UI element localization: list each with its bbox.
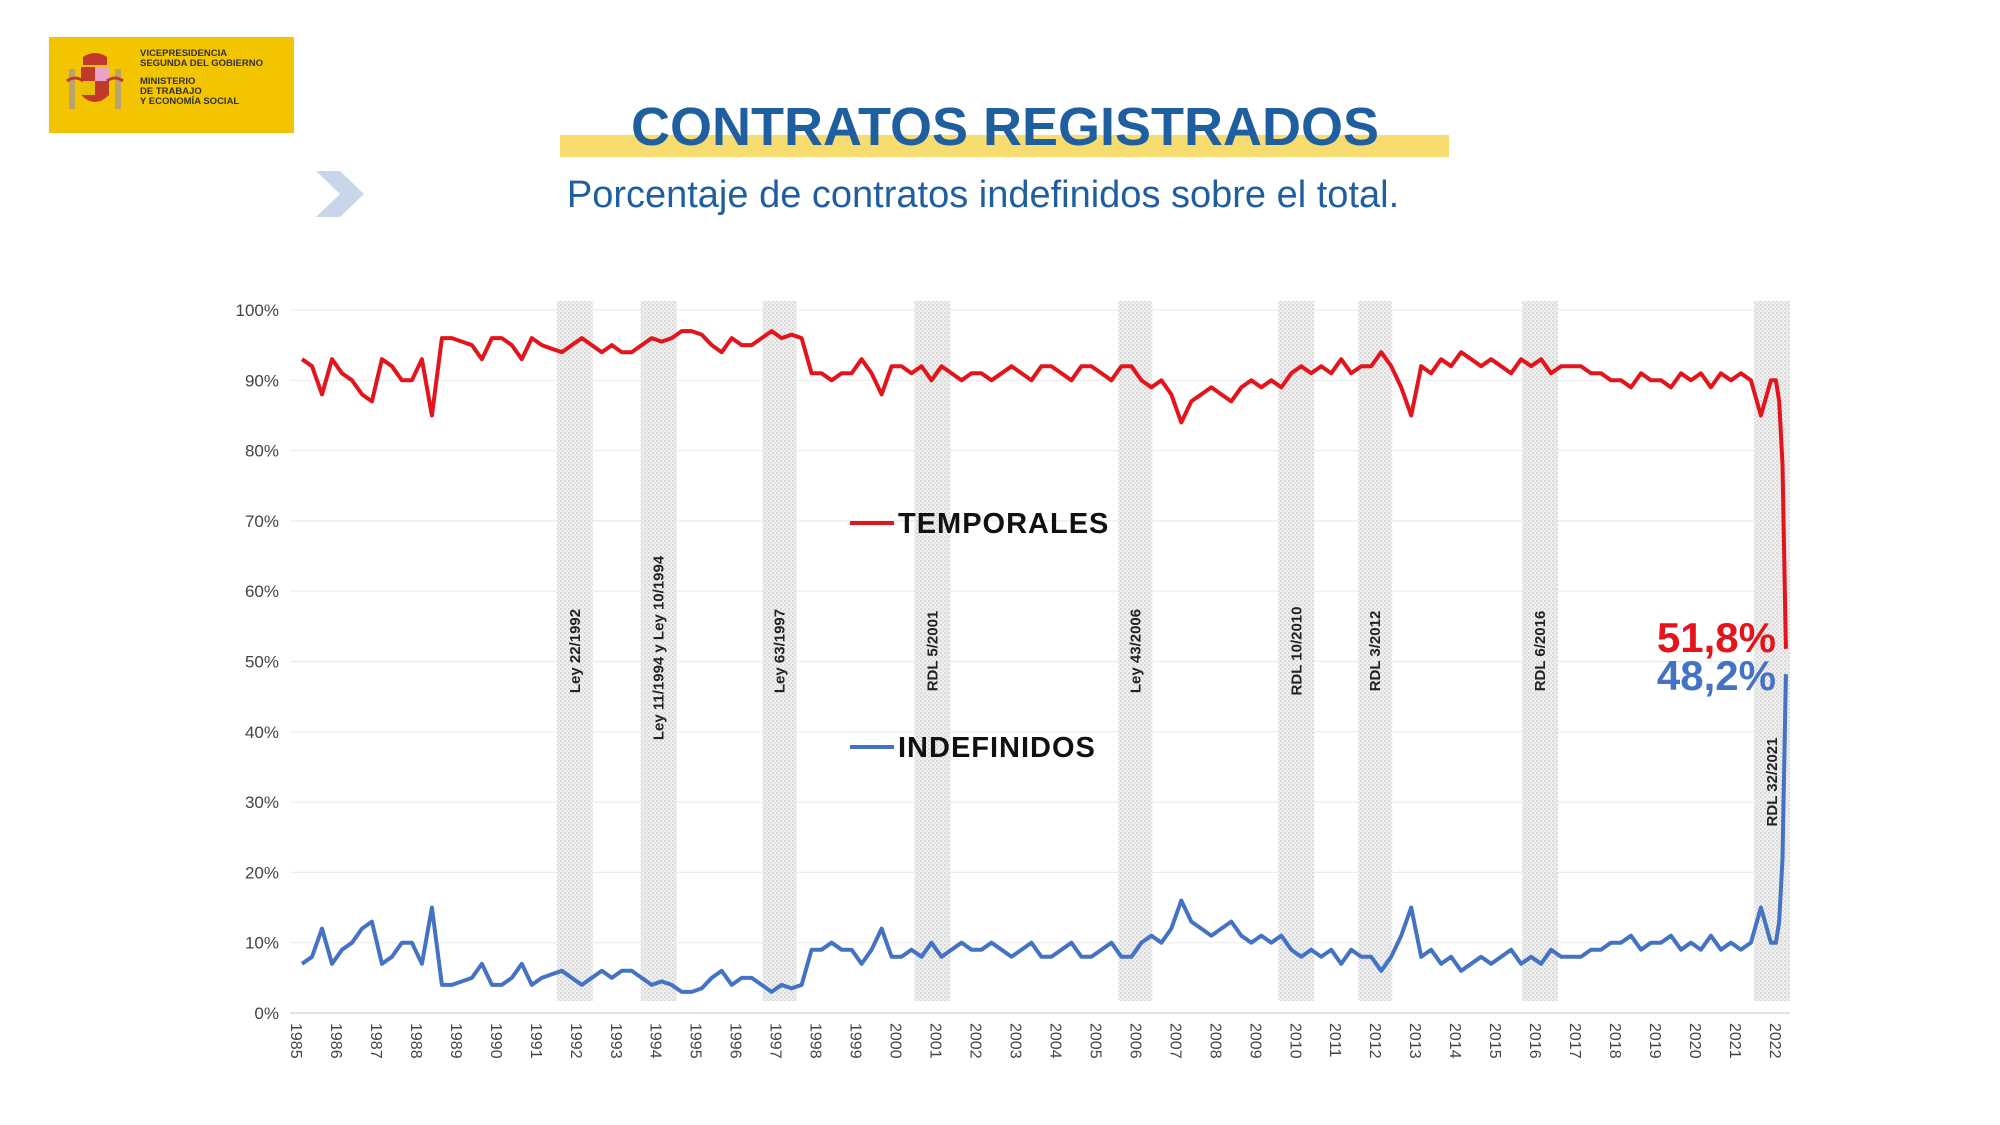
x-tick-label: 2011 (1326, 1023, 1343, 1058)
y-tick-label: 30% (245, 793, 279, 812)
x-tick-label: 2007 (1166, 1023, 1183, 1059)
reform-label: Ley 11/1994 y Ley 10/1994 (651, 555, 668, 740)
y-tick-label: 20% (245, 863, 279, 882)
ministry-logo: VICEPRESIDENCIA SEGUNDA DEL GOBIERNO MIN… (49, 37, 294, 133)
x-tick-label: 2005 (1086, 1023, 1103, 1059)
reform-label: Ley 43/2006 (1127, 609, 1144, 693)
x-tick-label: 1990 (487, 1023, 504, 1059)
logo-text-4: DE TRABAJO (140, 86, 202, 97)
x-tick-label: 2021 (1726, 1023, 1743, 1059)
reform-band (556, 301, 593, 1001)
y-tick-label: 50% (245, 653, 279, 672)
x-tick-label: 1987 (367, 1023, 384, 1059)
x-tick-label: 1998 (807, 1023, 824, 1059)
x-tick-label: 2012 (1366, 1023, 1383, 1059)
y-tick-label: 70% (245, 512, 279, 531)
reform-band (762, 301, 797, 1001)
x-tick-label: 1995 (687, 1023, 704, 1059)
x-tick-label: 2020 (1686, 1023, 1703, 1059)
x-tick-label: 1994 (647, 1023, 664, 1059)
reform-label: RDL 6/2016 (1532, 611, 1549, 692)
x-tick-label: 2001 (927, 1023, 944, 1059)
x-tick-label: 2019 (1646, 1023, 1663, 1059)
x-tick-label: 1997 (767, 1023, 784, 1059)
x-tick-label: 2004 (1046, 1023, 1063, 1059)
x-tick-label: 2022 (1766, 1023, 1783, 1059)
reform-label: RDL 32/2021 (1764, 738, 1781, 827)
x-tick-label: 2014 (1446, 1023, 1463, 1059)
x-tick-label: 2003 (1006, 1023, 1023, 1059)
x-tick-label: 1985 (287, 1023, 304, 1059)
x-tick-label: 1986 (327, 1023, 344, 1059)
title-highlight (560, 135, 1449, 157)
x-tick-label: 2008 (1206, 1023, 1223, 1059)
reform-band (640, 301, 677, 1001)
x-tick-label: 2016 (1526, 1023, 1543, 1059)
logo-text-5: Y ECONOMÍA SOCIAL (140, 96, 240, 107)
reform-label: RDL 5/2001 (925, 611, 942, 692)
y-tick-label: 0% (254, 1004, 279, 1023)
x-tick-label: 1996 (727, 1023, 744, 1059)
x-tick-label: 2017 (1566, 1023, 1583, 1059)
reform-band (914, 301, 951, 1001)
x-tick-label: 2010 (1286, 1023, 1303, 1059)
logo-text-3: MINISTERIO (140, 76, 196, 87)
reform-band (1278, 301, 1315, 1001)
reform-band (1522, 301, 1559, 1001)
coat-of-arms-icon (66, 53, 124, 109)
legend-label-indefinidos: INDEFINIDOS (898, 732, 1096, 764)
x-tick-label: 1988 (407, 1023, 424, 1059)
x-tick-label: 2009 (1246, 1023, 1263, 1059)
logo-text-1: VICEPRESIDENCIA (140, 48, 228, 59)
x-tick-label: 1993 (607, 1023, 624, 1059)
x-tick-label: 1989 (447, 1023, 464, 1059)
end-value-label: 51,8% (1657, 614, 1776, 661)
series-line-indefinidos (300, 674, 1788, 994)
x-tick-label: 1991 (527, 1023, 544, 1059)
reform-band (1753, 301, 1790, 1001)
end-value-label: 48,2% (1657, 652, 1776, 699)
reform-label: RDL 3/2012 (1367, 611, 1384, 692)
x-tick-label: 2000 (887, 1023, 904, 1059)
page-subtitle: Porcentaje de contratos indefinidos sobr… (566, 174, 1400, 216)
series-line-temporales (300, 329, 1788, 649)
x-tick-label: 2013 (1406, 1023, 1423, 1059)
x-tick-label: 2018 (1606, 1023, 1623, 1059)
x-tick-label: 2006 (1126, 1023, 1143, 1059)
y-tick-label: 80% (245, 442, 279, 461)
x-tick-label: 2015 (1486, 1023, 1503, 1059)
reform-band (1358, 301, 1393, 1001)
y-tick-label: 60% (245, 582, 279, 601)
y-tick-label: 90% (245, 371, 279, 390)
reform-label: Ley 63/1997 (772, 609, 789, 693)
legend-label-temporales: TEMPORALES (898, 508, 1109, 540)
chevron-right-icon (316, 171, 364, 217)
y-tick-label: 100% (236, 301, 279, 320)
x-tick-label: 1992 (567, 1023, 584, 1059)
x-tick-label: 2002 (966, 1023, 983, 1059)
y-tick-label: 10% (245, 934, 279, 953)
reform-label: RDL 10/2010 (1288, 607, 1305, 696)
y-tick-label: 40% (245, 723, 279, 742)
page-title: CONTRATOS REGISTRADOS (630, 97, 1380, 157)
x-tick-label: 1999 (847, 1023, 864, 1059)
logo-text-2: SEGUNDA DEL GOBIERNO (140, 58, 263, 69)
reform-label: Ley 22/1992 (567, 609, 584, 693)
reform-band (1118, 301, 1153, 1001)
